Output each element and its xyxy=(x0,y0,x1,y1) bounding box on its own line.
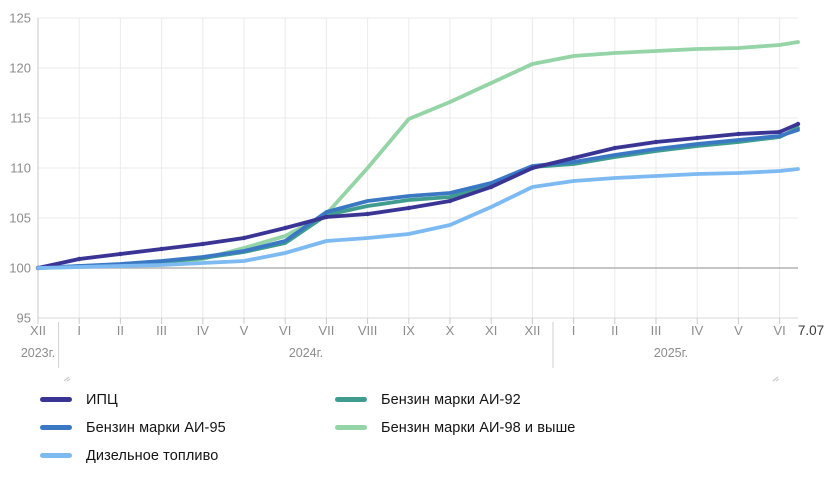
x-axis-label: II xyxy=(611,323,618,338)
x-axis-label: V xyxy=(734,323,743,338)
data-point-ipc xyxy=(241,235,247,241)
y-axis-label: 115 xyxy=(10,111,31,126)
data-point-ipc xyxy=(777,129,782,135)
series-ai95 xyxy=(36,128,800,270)
data-point-ipc xyxy=(653,139,659,145)
x-axis-label: III xyxy=(651,323,662,338)
legend-item-ipc[interactable]: ИПЦ xyxy=(40,391,335,408)
x-axis-label: I xyxy=(572,323,576,338)
legend-item-diesel[interactable]: Дизельное топливо xyxy=(40,447,335,464)
data-point-ipc xyxy=(695,135,700,141)
data-point-ipc xyxy=(795,121,801,127)
legend-swatch-icon xyxy=(335,425,367,430)
x-axis-label: VIII xyxy=(358,323,378,338)
x-axis-label: V xyxy=(240,323,249,338)
x-axis-label: IV xyxy=(197,323,210,338)
x-axis-label: VI xyxy=(773,323,785,338)
x-axis-label: VII xyxy=(318,323,334,338)
y-axis-labels: 95 100 105 110 115 120 125 xyxy=(9,11,31,326)
data-point-ipc xyxy=(159,246,164,252)
data-point-ipc xyxy=(324,214,329,220)
legend-item-ai98[interactable]: Бензин марки АИ-98 и выше xyxy=(335,419,575,436)
data-point-ipc xyxy=(200,241,205,247)
data-point-ipc xyxy=(530,165,535,171)
range-handle-right[interactable] xyxy=(772,376,780,382)
series-ai92 xyxy=(36,126,800,270)
y-axis-label: 125 xyxy=(9,11,31,26)
horizontal-gridlines xyxy=(38,17,798,319)
y-axis-label: 110 xyxy=(10,161,31,176)
data-point-ipc xyxy=(77,256,82,262)
x-axis-label: VI xyxy=(279,323,291,338)
legend-label: Бензин марки АИ-92 xyxy=(381,391,521,408)
data-point-ipc xyxy=(489,184,494,190)
y-axis-label: 100 xyxy=(9,261,31,276)
year-label: 2024г. xyxy=(289,346,323,360)
x-axis-ticks xyxy=(37,318,781,324)
legend-label: Бензин марки АИ-95 xyxy=(86,419,226,436)
data-point-ipc xyxy=(612,145,617,151)
data-point-ipc xyxy=(447,198,453,204)
data-point-ipc xyxy=(118,251,123,257)
range-handle-left[interactable] xyxy=(63,376,71,382)
legend-swatch-icon xyxy=(335,397,367,402)
data-point-ipc xyxy=(365,211,370,217)
y-axis-label: 105 xyxy=(9,211,31,226)
series-ai98 xyxy=(36,40,800,270)
latest-date-label: 7.07 xyxy=(798,323,824,338)
legend-label: Дизельное топливо xyxy=(86,447,219,464)
legend-swatch-icon xyxy=(40,397,72,402)
x-axis-label: III xyxy=(156,323,167,338)
x-axis-label: II xyxy=(117,323,124,338)
legend-label: Бензин марки АИ-98 и выше xyxy=(381,419,576,436)
x-axis-label: XII xyxy=(524,323,540,338)
legend-swatch-icon xyxy=(40,425,72,430)
year-label: 2025г. xyxy=(654,346,688,360)
x-axis-label: XII xyxy=(30,323,46,338)
legend-item-ai92[interactable]: Бензин марки АИ-92 xyxy=(335,391,575,408)
legend-swatch-icon xyxy=(40,453,72,458)
data-point-ipc xyxy=(736,131,741,137)
x-axis-label: IX xyxy=(403,323,416,338)
year-label: 2023г. xyxy=(21,346,55,360)
chart-legend: ИПЦ Бензин марки АИ-92 Бензин марки АИ-95 Б… xyxy=(40,391,575,464)
x-axis-label: X xyxy=(446,323,455,338)
legend-label: ИПЦ xyxy=(86,391,118,408)
x-axis-label: I xyxy=(77,323,81,338)
y-axis-label: 120 xyxy=(9,61,31,76)
data-point-ipc xyxy=(571,155,576,161)
series-diesel xyxy=(36,167,800,270)
data-point-ipc xyxy=(283,225,288,231)
data-point-ipc xyxy=(406,205,411,211)
legend-item-ai95[interactable]: Бензин марки АИ-95 xyxy=(40,419,335,436)
x-axis-label: IV xyxy=(691,323,704,338)
y-axis-label: 95 xyxy=(17,311,31,326)
x-axis-labels: XII I II III IV V VI VII VIII IX X XI XII I II III IV V VI xyxy=(30,323,786,338)
x-axis-label: XI xyxy=(485,323,497,338)
